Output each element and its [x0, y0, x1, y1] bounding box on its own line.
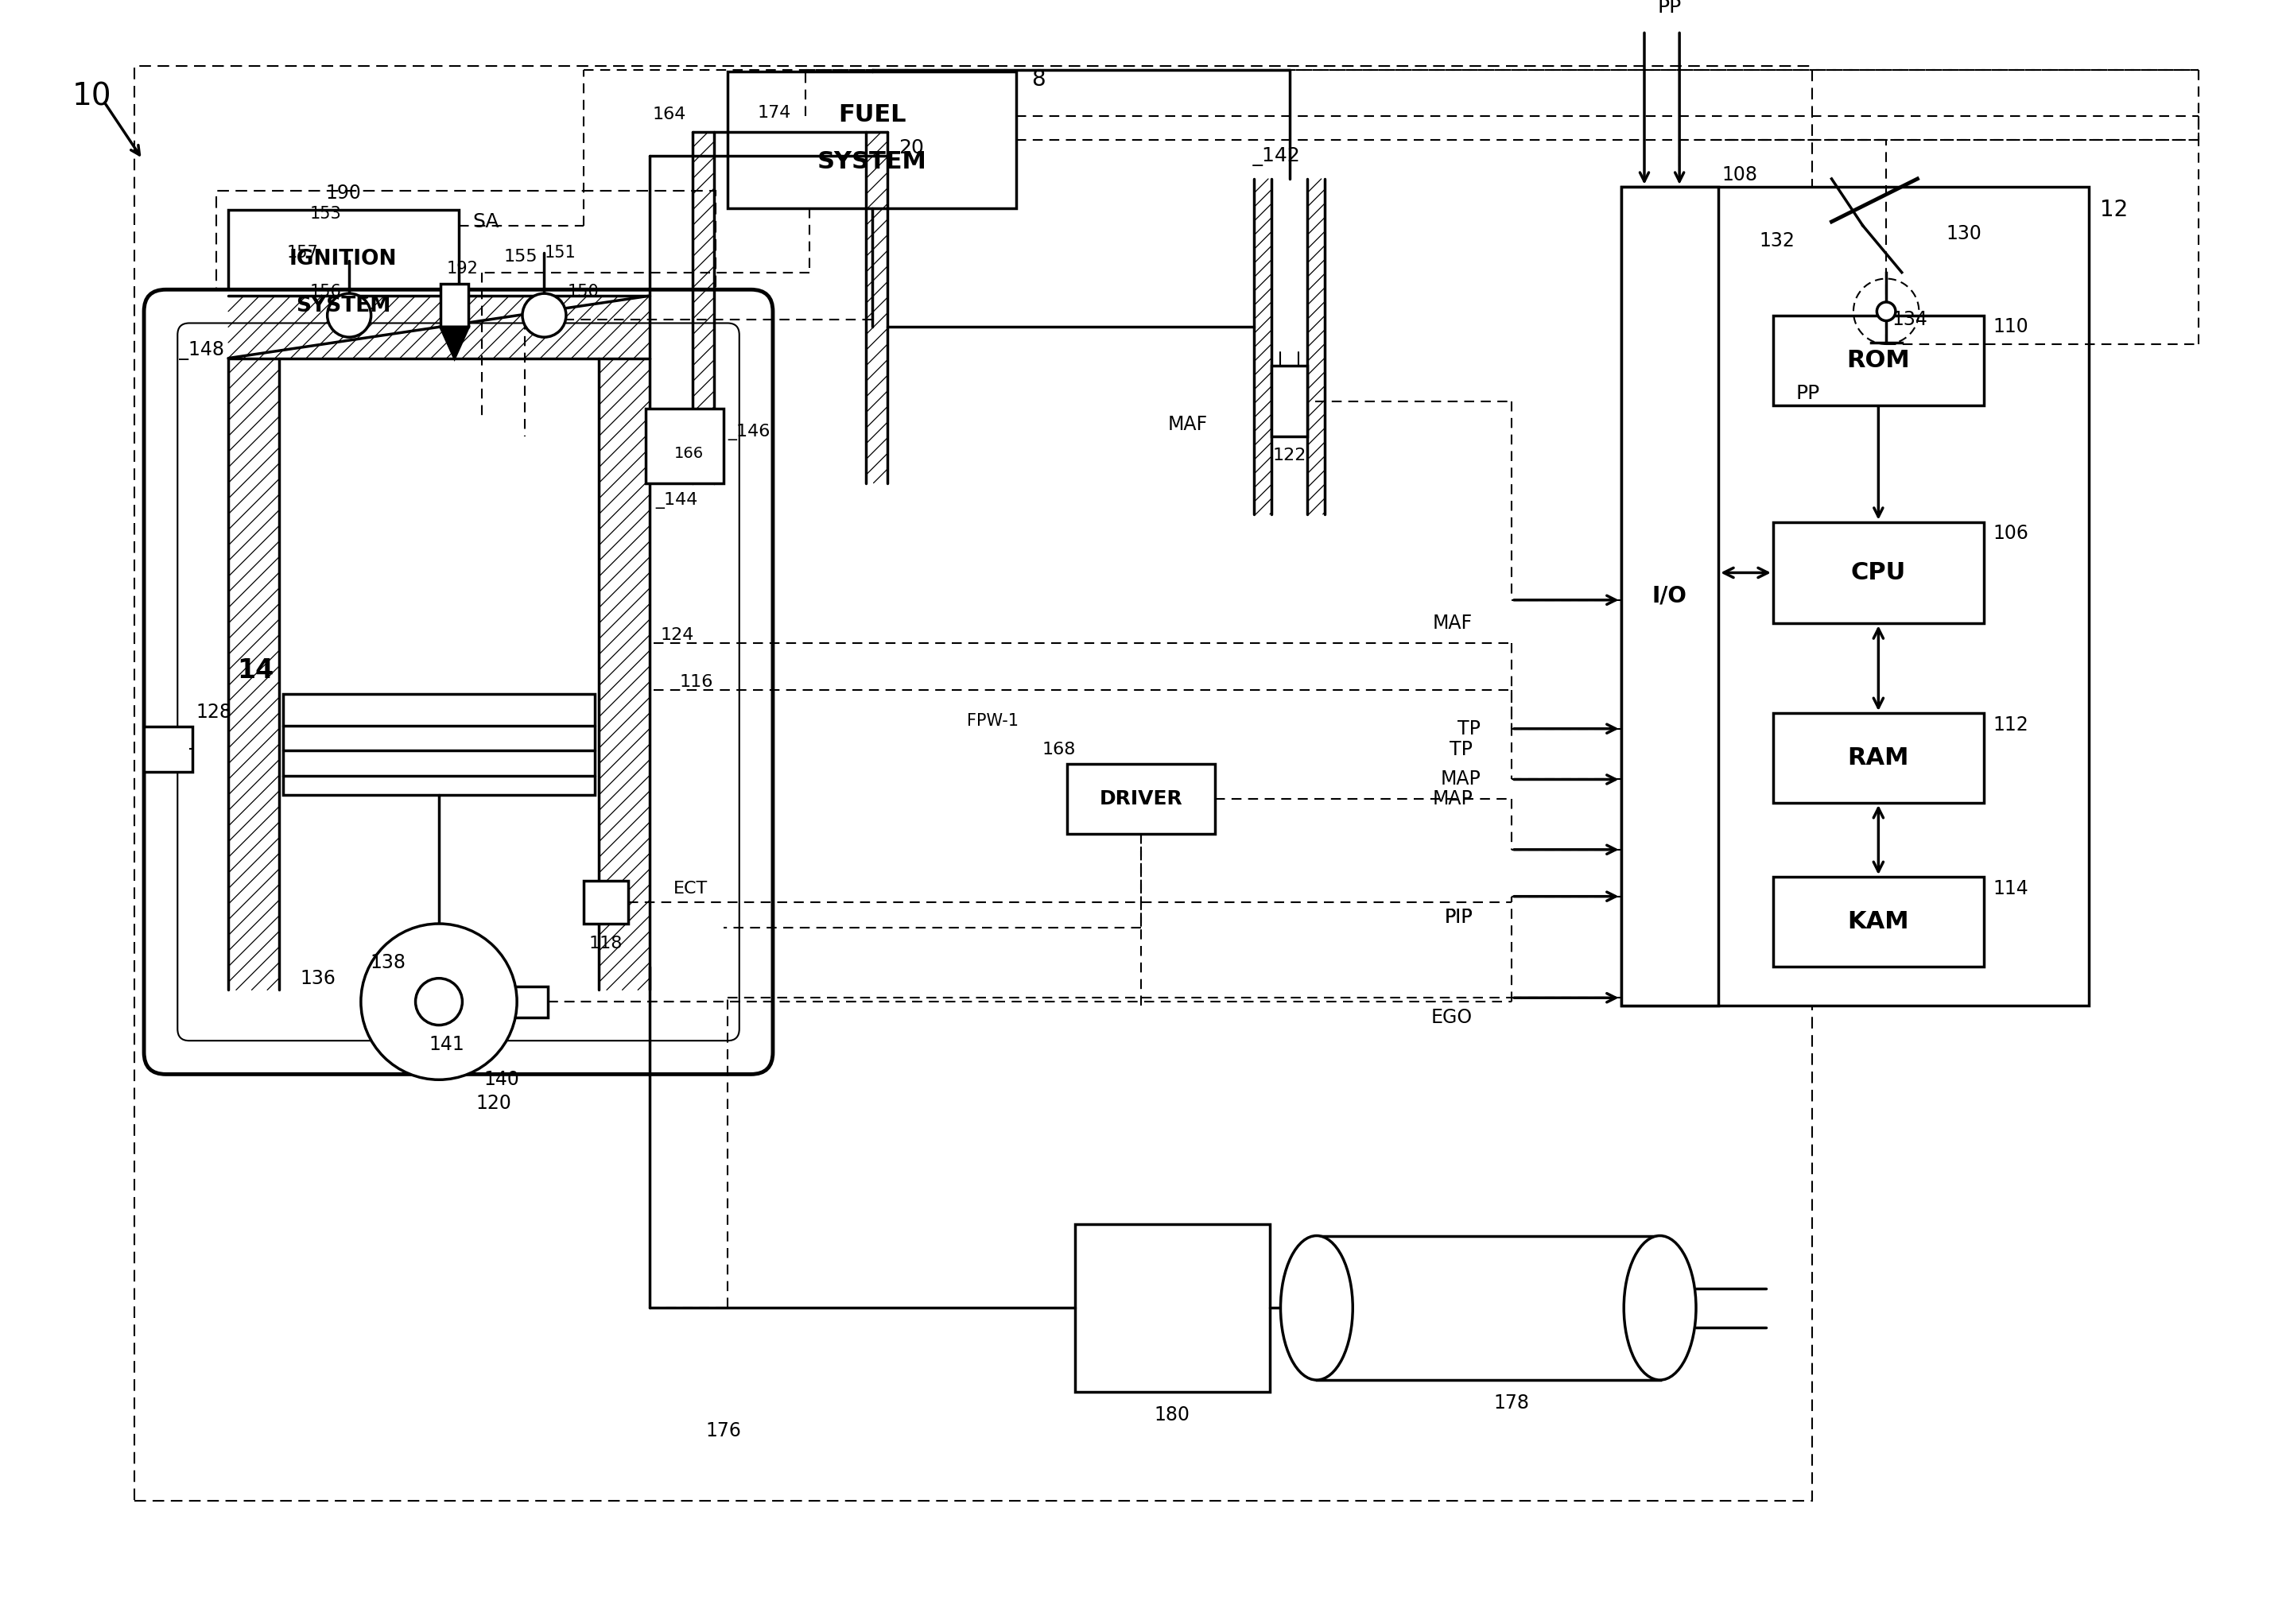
- Text: 140: 140: [483, 1070, 520, 1090]
- Text: 10: 10: [71, 81, 112, 112]
- Bar: [584, 880, 627, 924]
- Text: 120: 120: [476, 1093, 511, 1112]
- Text: 164: 164: [653, 107, 687, 123]
- Text: 138: 138: [371, 953, 405, 973]
- Text: 20: 20: [898, 138, 923, 158]
- Text: 116: 116: [680, 674, 712, 690]
- Text: 166: 166: [673, 447, 703, 461]
- Text: FPW-1: FPW-1: [966, 713, 1019, 729]
- Bar: [1271, 365, 1308, 437]
- Text: 8: 8: [1030, 68, 1044, 91]
- Text: MAF: MAF: [1168, 416, 1207, 434]
- Text: 192: 192: [447, 260, 479, 276]
- Text: MAP: MAP: [1440, 770, 1482, 789]
- Text: 114: 114: [1992, 879, 2029, 898]
- Text: 128: 128: [197, 703, 231, 721]
- Bar: [144, 726, 192, 771]
- Text: 14: 14: [238, 658, 275, 684]
- Bar: [135, 65, 1811, 1501]
- Text: CPU: CPU: [1850, 562, 1905, 585]
- Text: ̲148: ̲148: [188, 341, 224, 361]
- Bar: [1772, 521, 1983, 624]
- Text: TP: TP: [1456, 719, 1482, 739]
- Ellipse shape: [1280, 1236, 1353, 1380]
- Bar: [218, 190, 717, 499]
- Bar: [440, 284, 469, 326]
- Bar: [284, 693, 595, 796]
- Text: DRIVER: DRIVER: [1099, 789, 1182, 809]
- Text: ̲144: ̲144: [664, 492, 698, 508]
- Text: 155: 155: [504, 248, 538, 265]
- Text: SYSTEM: SYSTEM: [295, 296, 392, 317]
- Bar: [1067, 763, 1216, 835]
- Bar: [728, 71, 1017, 208]
- Circle shape: [522, 294, 566, 338]
- Text: 112: 112: [1992, 715, 2029, 734]
- Text: MAP: MAP: [1431, 789, 1472, 809]
- Text: PP: PP: [1795, 383, 1821, 403]
- Text: ̲142: ̲142: [1262, 148, 1301, 167]
- Bar: [513, 986, 547, 1017]
- FancyBboxPatch shape: [144, 289, 772, 1073]
- Bar: [1772, 315, 1983, 404]
- Text: 176: 176: [705, 1421, 742, 1440]
- Text: 122: 122: [1273, 448, 1305, 464]
- Text: 153: 153: [309, 206, 341, 222]
- Text: 134: 134: [1892, 310, 1928, 328]
- Bar: [1621, 187, 2088, 1005]
- Bar: [1074, 1224, 1271, 1392]
- Text: ̲146: ̲146: [737, 424, 769, 440]
- Text: PP: PP: [1658, 0, 1681, 16]
- Text: 136: 136: [300, 970, 337, 987]
- Text: 130: 130: [1946, 224, 1983, 244]
- Text: 150: 150: [568, 284, 600, 300]
- Bar: [1772, 877, 1983, 966]
- Text: 141: 141: [428, 1034, 465, 1054]
- Text: EGO: EGO: [1431, 1009, 1472, 1026]
- Text: TP: TP: [1450, 741, 1472, 760]
- Polygon shape: [440, 326, 469, 359]
- Circle shape: [414, 978, 463, 1025]
- Text: ECT: ECT: [673, 880, 708, 896]
- Circle shape: [327, 294, 371, 338]
- Text: 124: 124: [660, 627, 694, 643]
- Text: 156: 156: [309, 284, 341, 300]
- Bar: [1621, 187, 1718, 1005]
- Text: PIP: PIP: [1445, 908, 1472, 927]
- Text: KAM: KAM: [1848, 909, 1910, 934]
- Text: FUEL: FUEL: [838, 104, 907, 127]
- Bar: [1772, 713, 1983, 802]
- Text: 180: 180: [1154, 1405, 1191, 1424]
- Text: 190: 190: [325, 184, 362, 203]
- Text: PIP: PIP: [1445, 908, 1472, 927]
- Text: I/O: I/O: [1653, 585, 1688, 607]
- Text: ROM: ROM: [1846, 349, 1910, 372]
- Text: 118: 118: [589, 935, 623, 952]
- Text: MAF: MAF: [1434, 614, 1472, 633]
- Bar: [646, 409, 724, 482]
- Text: 108: 108: [1722, 166, 1759, 185]
- Text: 106: 106: [1992, 525, 2029, 544]
- Bar: [229, 209, 458, 359]
- Text: 12: 12: [2100, 198, 2127, 221]
- Ellipse shape: [1624, 1236, 1697, 1380]
- Circle shape: [362, 924, 518, 1080]
- Text: 151: 151: [545, 245, 575, 261]
- Text: 168: 168: [1042, 742, 1076, 758]
- Text: 157: 157: [286, 245, 318, 261]
- Text: SA: SA: [472, 213, 499, 231]
- Text: RAM: RAM: [1848, 747, 1910, 770]
- Text: 132: 132: [1759, 232, 1795, 250]
- Text: SYSTEM: SYSTEM: [818, 149, 927, 174]
- FancyBboxPatch shape: [179, 323, 740, 1041]
- Text: 178: 178: [1493, 1393, 1530, 1413]
- Bar: [1317, 1236, 1660, 1380]
- Text: 174: 174: [758, 104, 792, 120]
- Text: IGNITION: IGNITION: [289, 248, 396, 270]
- Text: 110: 110: [1992, 317, 2029, 336]
- Circle shape: [1878, 302, 1896, 322]
